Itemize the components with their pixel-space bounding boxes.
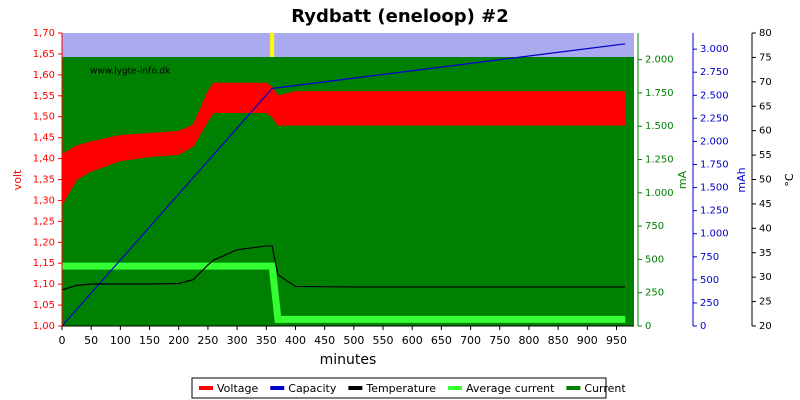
y-tick-label: 1,05 [33,300,55,311]
y-tick-label: 1,50 [33,112,55,123]
y-tick-label: 1,20 [33,237,55,248]
x-tick-label: 550 [373,334,394,347]
y3-axis-label: mAh [735,167,748,192]
x-tick-label: 0 [59,334,66,347]
x-tick-label: 700 [460,334,481,347]
y2-tick-label: 500 [645,254,664,265]
y2-tick-label: 750 [645,221,664,232]
y3-tick-label: 750 [700,252,719,263]
x-axis-label: minutes [320,352,377,368]
y-tick-label: 1,55 [33,91,55,102]
x-tick-label: 750 [489,334,510,347]
y2-tick-label: 2.000 [645,55,674,66]
y2-tick-label: 250 [645,288,664,299]
y3-tick-label: 2.250 [700,113,729,124]
series-line [61,43,626,327]
y4-tick-label: 55 [759,150,772,161]
y2-tick-label: 1.250 [645,155,674,166]
y3-tick-label: 2.000 [700,136,729,147]
y3-tick-label: 1.750 [700,160,729,171]
y4-axis-label: °C [783,173,796,187]
y3-tick-label: 2.500 [700,90,729,101]
y4-tick-label: 45 [759,199,772,210]
legend-label: Current [584,382,626,395]
x-tick-label: 950 [606,334,627,347]
y3-tick-label: 0 [700,321,706,332]
chart-title: Rydbatt (eneloop) #2 [291,6,509,27]
legend-label: Average current [466,382,555,395]
y-tick-label: 1,10 [33,279,55,290]
y3-tick-label: 250 [700,298,719,309]
y-tick-label: 1,60 [33,70,55,81]
legend-label: Voltage [217,382,258,395]
y2-tick-label: 0 [645,321,651,332]
x-tick-label: 400 [285,334,306,347]
y-tick-label: 1,40 [33,154,55,165]
y4-tick-label: 20 [759,321,772,332]
y-axis-label: volt [11,169,24,190]
y4-tick-label: 50 [759,175,772,186]
voltage-band [61,82,626,207]
y-tick-label: 1,45 [33,133,55,144]
x-tick-label: 250 [197,334,218,347]
x-tick-label: 450 [314,334,335,347]
y2-tick-label: 1.750 [645,88,674,99]
y2-tick-label: 1.500 [645,121,674,132]
y3-tick-label: 1.000 [700,229,729,240]
legend-item: Voltage [199,382,258,395]
x-tick-label: 200 [168,334,189,347]
x-tick-label: 600 [402,334,423,347]
x-tick-label: 350 [256,334,277,347]
y-tick-label: 1,30 [33,195,55,206]
x-tick-label: 850 [548,334,569,347]
legend-box [191,377,607,399]
y4-tick-label: 30 [759,272,772,283]
legend-item: Current [566,382,626,395]
y-tick-label: 1,15 [33,258,55,269]
y4-tick-label: 65 [759,101,772,112]
x-tick-label: 50 [84,334,98,347]
y-tick-label: 1,00 [33,321,55,332]
legend-item: Average current [448,382,555,395]
y4-tick-label: 35 [759,248,772,259]
legend-label: Capacity [288,382,337,395]
y3-tick-label: 2.750 [700,67,729,78]
y4-tick-label: 40 [759,223,772,234]
y-tick-label: 1,25 [33,216,55,227]
marker [270,33,275,57]
legend-item: Capacity [270,382,337,395]
annotation: www.lygte-info.dk [90,67,171,77]
y-tick-label: 1,35 [33,175,55,186]
y3-tick-label: 500 [700,275,719,286]
x-tick-label: 650 [431,334,452,347]
y-tick-label: 1,70 [33,28,55,39]
y4-tick-label: 70 [759,77,772,88]
current-fill-edge [625,56,634,327]
y4-tick-label: 25 [759,297,772,308]
x-tick-label: 800 [518,334,539,347]
y4-tick-label: 75 [759,52,772,63]
x-tick-label: 500 [343,334,364,347]
y3-tick-label: 1.500 [700,183,729,194]
y3-tick-label: 1.250 [700,206,729,217]
y2-tick-label: 1.000 [645,188,674,199]
x-tick-label: 150 [139,334,160,347]
series-line [62,262,626,323]
y-tick-label: 1,65 [33,49,55,60]
series-line [61,245,626,291]
x-tick-label: 100 [110,334,131,347]
x-tick-label: 300 [227,334,248,347]
y4-tick-label: 80 [759,28,772,39]
y4-tick-label: 60 [759,126,772,137]
y2-axis-label: mA [676,170,689,189]
y3-tick-label: 3.000 [700,44,729,55]
legend-label: Temperature [365,382,436,395]
legend-item: Temperature [348,382,436,395]
x-tick-label: 900 [577,334,598,347]
